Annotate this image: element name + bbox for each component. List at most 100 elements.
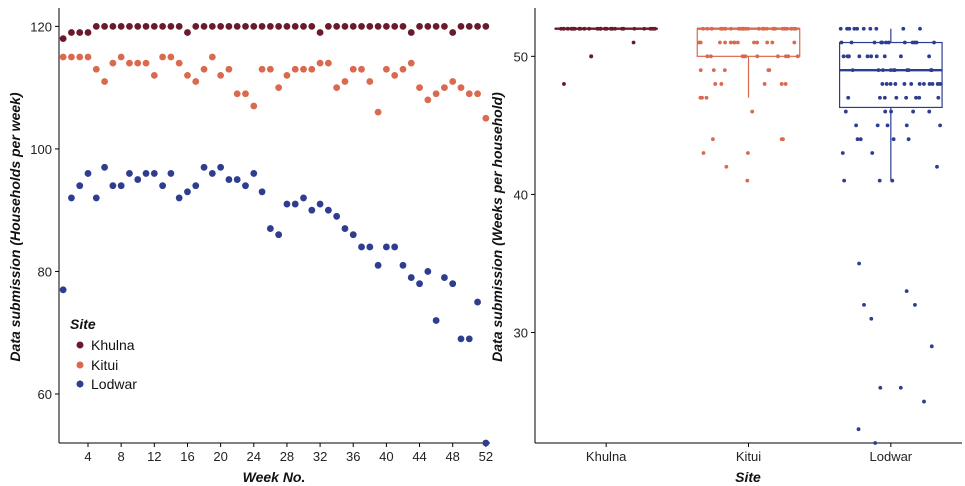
jitter-point-lodwar [917, 82, 922, 86]
point-khulna [407, 29, 415, 36]
point-kitui [341, 78, 349, 85]
jitter-point-kitui [783, 82, 788, 86]
jitter-point-lodwar [854, 123, 858, 128]
point-kitui [432, 90, 440, 98]
jitter-point-lodwar [849, 40, 854, 45]
jitter-point-lodwar [899, 54, 903, 59]
left-x-tick-label: 36 [346, 449, 360, 464]
point-lodwar [142, 170, 150, 177]
jitter-point-kitui [743, 54, 748, 59]
jitter-point-lodwar [878, 95, 882, 100]
jitter-point-lodwar [855, 137, 860, 142]
jitter-point-kitui [786, 54, 791, 59]
jitter-point-kitui [792, 40, 797, 45]
point-lodwar [126, 170, 133, 177]
point-khulna [208, 22, 216, 30]
point-khulna [391, 22, 399, 30]
jitter-point-kitui [770, 40, 775, 45]
jitter-point-kitui [719, 82, 724, 86]
jitter-point-lodwar [938, 82, 942, 86]
point-lodwar [159, 182, 167, 190]
point-khulna [349, 22, 357, 30]
jitter-point-lodwar [885, 123, 890, 128]
point-kitui [324, 59, 332, 67]
jitter-point-kitui [760, 26, 765, 31]
jitter-point-lodwar [840, 151, 845, 155]
jitter-point-kitui [766, 68, 771, 73]
point-kitui [441, 84, 448, 92]
jitter-point-khulna [613, 26, 618, 31]
point-kitui [59, 53, 67, 61]
point-kitui [242, 90, 249, 98]
jitter-point-lodwar [857, 261, 861, 266]
right-y-ticks: 30 40 50 [514, 49, 535, 341]
left-x-tick-label: 8 [118, 449, 125, 464]
jitter-point-khulna [598, 26, 603, 31]
jitter-point-lodwar [850, 68, 855, 73]
point-khulna [300, 22, 307, 30]
jitter-point-lodwar [891, 68, 896, 73]
point-lodwar [349, 231, 357, 239]
point-lodwar [150, 170, 158, 177]
left-y-tick-label: 100 [30, 142, 52, 157]
jitter-point-lodwar [929, 68, 934, 73]
jitter-point-kitui [781, 137, 785, 142]
left-x-tick-label: 32 [313, 449, 327, 464]
point-lodwar [366, 243, 374, 251]
point-lodwar [225, 176, 233, 183]
jitter-point-lodwar [858, 137, 863, 142]
jitter-point-kitui [789, 26, 794, 31]
jitter-point-kitui [737, 26, 742, 31]
right-panel-boxplot: 30 40 50 Khulna Kitui Lodwar Site Data submi… [489, 8, 962, 485]
point-khulna [225, 22, 233, 30]
left-x-tick-label: 40 [379, 449, 393, 464]
jitter-point-lodwar [922, 82, 926, 86]
point-kitui [457, 84, 465, 92]
point-khulna [150, 22, 158, 30]
legend-label-lodwar: Lodwar [91, 376, 137, 392]
jitter-point-lodwar [936, 95, 941, 100]
legend-marker-lodwar [76, 380, 84, 388]
right-x-tick-label-khulna: Khulna [586, 449, 627, 464]
point-lodwar [92, 194, 100, 202]
jitter-point-lodwar [874, 26, 879, 31]
point-lodwar [68, 194, 75, 202]
point-lodwar [316, 200, 324, 208]
point-khulna [200, 22, 208, 30]
point-khulna [134, 22, 142, 30]
left-x-tick-label: 28 [280, 449, 294, 464]
jitter-point-kitui [779, 82, 784, 86]
point-khulna [68, 29, 75, 36]
jitter-point-lodwar [893, 82, 898, 86]
jitter-point-lodwar [870, 151, 875, 155]
jitter-point-lodwar [906, 68, 911, 73]
point-khulna [275, 22, 283, 30]
box-kitui [696, 26, 801, 183]
left-points [59, 22, 490, 447]
point-lodwar [275, 231, 283, 239]
jitter-point-lodwar [845, 54, 850, 59]
point-khulna [441, 22, 448, 30]
point-khulna [474, 22, 481, 30]
point-lodwar [416, 280, 423, 288]
jitter-point-kitui [698, 95, 703, 100]
point-lodwar [474, 298, 481, 306]
point-lodwar [242, 182, 249, 190]
point-kitui [225, 65, 233, 73]
jitter-point-kitui [705, 54, 710, 59]
jitter-point-kitui [762, 82, 767, 86]
point-lodwar [250, 170, 258, 177]
jitter-point-khulna [642, 26, 647, 31]
point-kitui [291, 65, 299, 73]
point-kitui [482, 114, 490, 122]
jitter-point-lodwar [898, 385, 903, 390]
point-lodwar [300, 194, 307, 202]
jitter-point-khulna [587, 26, 592, 31]
point-khulna [333, 22, 341, 30]
point-lodwar [117, 182, 125, 190]
point-khulna [167, 22, 175, 30]
box-iqr [838, 41, 943, 109]
jitter-point-kitui [709, 26, 714, 31]
point-lodwar [324, 206, 332, 214]
point-kitui [333, 84, 341, 92]
